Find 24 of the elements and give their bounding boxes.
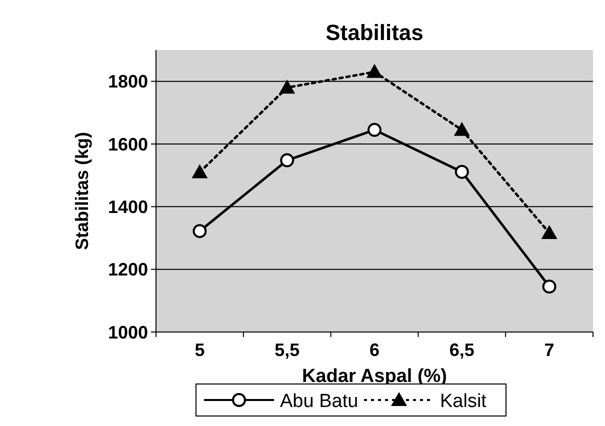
- point: [454, 164, 469, 179]
- legend-label: Kalsit: [440, 391, 488, 412]
- y-tick-label: 1800: [108, 72, 148, 92]
- point: [192, 224, 207, 238]
- y-axis-title: Stabilitas (kg): [72, 132, 92, 250]
- point: [454, 122, 470, 136]
- point: [368, 122, 382, 137]
- point: [192, 164, 208, 178]
- point: [542, 280, 556, 294]
- point: [280, 153, 294, 168]
- legend-label: Abu Batu: [280, 391, 358, 412]
- y-tick-label: 1400: [108, 196, 148, 217]
- x-tick-label: 7: [544, 340, 554, 360]
- point: [541, 224, 558, 239]
- y-tick-label: 1200: [108, 260, 148, 280]
- point: [279, 80, 296, 94]
- x-tick-label: 6,5: [449, 340, 474, 360]
- chart-title: Stabilitas: [326, 20, 424, 45]
- y-tick-label: 1600: [108, 134, 148, 154]
- x-tick-label: 5,5: [274, 340, 300, 360]
- x-tick-label: 5: [194, 340, 205, 360]
- x-tick-label: 6: [369, 340, 380, 360]
- point: [366, 64, 382, 78]
- y-tick-label: 1000: [108, 322, 148, 342]
